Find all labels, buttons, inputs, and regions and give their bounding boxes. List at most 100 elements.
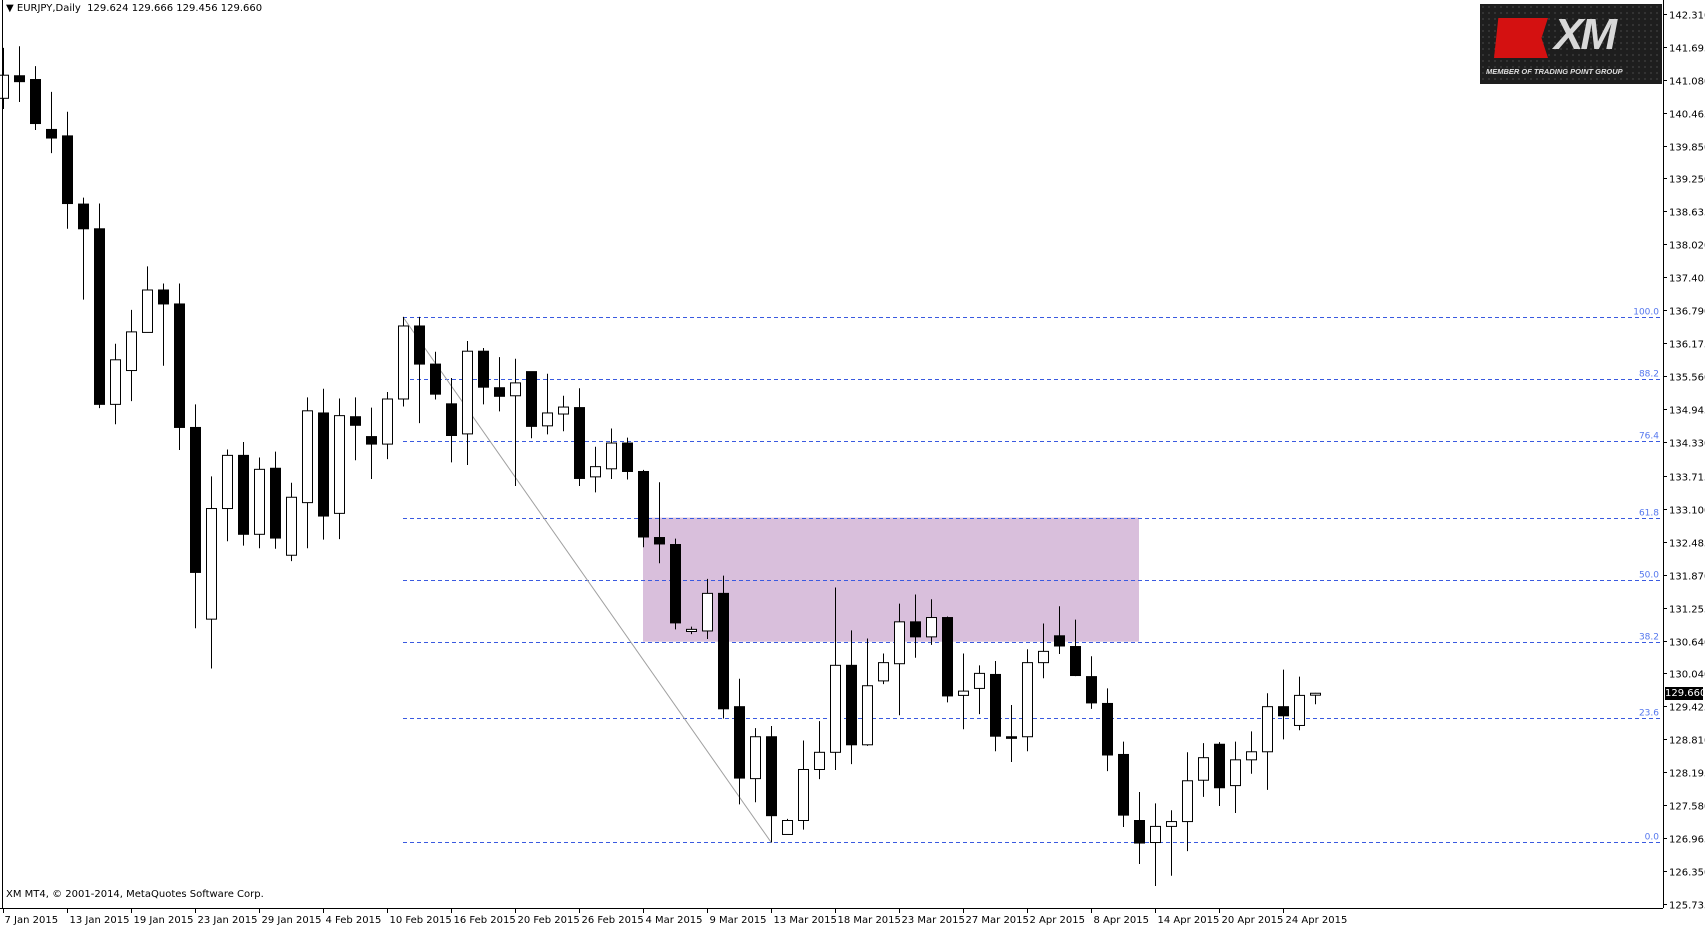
bear-candle-body bbox=[1102, 702, 1113, 756]
candle bbox=[478, 347, 489, 405]
date-tick-label: 9 Mar 2015 bbox=[710, 915, 767, 926]
chart-header: ▼ EURJPY,Daily 129.624 129.666 129.456 1… bbox=[6, 3, 262, 14]
candle bbox=[1038, 623, 1049, 679]
date-tick-label: 16 Feb 2015 bbox=[454, 915, 516, 926]
logo-tagline: MEMBER OF TRADING POINT GROUP bbox=[1486, 67, 1623, 76]
candle bbox=[782, 818, 793, 835]
price-tick-label: 136.790 bbox=[1669, 307, 1705, 318]
candle bbox=[270, 451, 281, 549]
bear-candle-body bbox=[318, 412, 329, 517]
bear-candle-body bbox=[1134, 820, 1145, 844]
dropdown-triangle-icon[interactable]: ▼ bbox=[6, 3, 17, 14]
candle bbox=[702, 578, 713, 640]
fib-level-label: 100.0 bbox=[1633, 308, 1659, 318]
price-tick-label: 141.080 bbox=[1669, 77, 1705, 88]
candle bbox=[862, 638, 873, 746]
candle bbox=[1006, 705, 1017, 762]
candle bbox=[430, 351, 441, 400]
bull-candle-body bbox=[286, 496, 297, 556]
price-tick-label: 139.850 bbox=[1669, 143, 1705, 154]
bear-candle-body bbox=[1086, 676, 1097, 704]
candle bbox=[542, 373, 553, 435]
bear-candle-body bbox=[574, 407, 585, 479]
bull-candle-body bbox=[110, 359, 121, 405]
price-tick-label: 136.175 bbox=[1669, 340, 1705, 351]
xm-logo: XM MEMBER OF TRADING POINT GROUP bbox=[1480, 4, 1662, 84]
candle bbox=[254, 457, 265, 549]
bull-candle-body bbox=[510, 382, 521, 397]
candle bbox=[1102, 688, 1113, 772]
candle bbox=[446, 378, 457, 463]
date-tick-label: 20 Apr 2015 bbox=[1222, 915, 1284, 926]
candle bbox=[1182, 752, 1193, 852]
candle bbox=[126, 309, 137, 402]
copyright: XM MT4, © 2001-2014, MetaQuotes Software… bbox=[6, 889, 264, 900]
candle bbox=[318, 388, 329, 540]
fibonacci-retracement[interactable]: 100.0 88.2 76.4 61.8 50.0 38.2 23.6 0.0 bbox=[403, 308, 1661, 843]
candle bbox=[190, 404, 201, 629]
bull-candle-body bbox=[126, 331, 137, 372]
bear-candle-body bbox=[734, 706, 745, 779]
bear-candle-body bbox=[446, 403, 457, 437]
bull-candle-body bbox=[606, 442, 617, 470]
bull-candle-body bbox=[830, 664, 841, 753]
candle bbox=[1198, 743, 1209, 797]
bear-candle-body bbox=[654, 537, 665, 545]
date-tick-label: 20 Feb 2015 bbox=[518, 915, 580, 926]
bull-candle-body bbox=[382, 398, 393, 445]
bear-candle-body bbox=[622, 442, 633, 472]
fib-level-label: 76.4 bbox=[1639, 432, 1659, 442]
bear-candle-body bbox=[174, 303, 185, 428]
bear-candle-body bbox=[30, 79, 41, 125]
bear-candle-body bbox=[270, 467, 281, 539]
date-tick-label: 19 Jan 2015 bbox=[134, 915, 194, 926]
bull-candle-body bbox=[462, 350, 473, 435]
candle bbox=[878, 653, 889, 685]
candle bbox=[398, 316, 409, 407]
candle bbox=[846, 630, 857, 765]
price-tick-label: 126.965 bbox=[1669, 835, 1705, 846]
price-tick-label: 134.330 bbox=[1669, 439, 1705, 450]
bull-candle-body bbox=[974, 672, 985, 689]
candle bbox=[798, 740, 809, 830]
price-tick-label: 127.580 bbox=[1669, 802, 1705, 813]
ohlc-readout: 129.624 129.666 129.456 129.660 bbox=[87, 3, 263, 14]
bear-candle-body bbox=[1214, 743, 1225, 789]
bull-candle-body bbox=[862, 685, 873, 746]
bull-candle-body bbox=[254, 468, 265, 535]
date-tick-label: 4 Mar 2015 bbox=[646, 915, 703, 926]
bull-candle-body bbox=[1150, 825, 1161, 844]
candle bbox=[1070, 619, 1081, 677]
candle bbox=[1118, 741, 1129, 827]
candle bbox=[206, 476, 217, 669]
bull-candle-body bbox=[926, 617, 937, 638]
fib-level-label: 88.2 bbox=[1639, 370, 1659, 380]
bull-candle-body bbox=[222, 454, 233, 510]
bear-candle-body bbox=[942, 617, 953, 697]
bull-candle-body bbox=[302, 410, 313, 504]
price-tick-label: 141.695 bbox=[1669, 44, 1705, 55]
candle bbox=[526, 371, 537, 439]
candle bbox=[1086, 656, 1097, 709]
current-price-label: 129.660 bbox=[1665, 687, 1705, 700]
candle bbox=[286, 482, 297, 562]
candle bbox=[158, 283, 169, 366]
date-tick-label: 7 Jan 2015 bbox=[5, 915, 59, 926]
candle bbox=[1262, 693, 1273, 790]
candle bbox=[910, 594, 921, 658]
candle bbox=[0, 47, 9, 110]
bear-candle-body bbox=[414, 325, 425, 365]
bull-candle-body bbox=[782, 820, 793, 835]
price-tick-label: 140.465 bbox=[1669, 110, 1705, 121]
bull-candle-body bbox=[542, 412, 553, 427]
candle bbox=[1230, 741, 1241, 813]
price-tick-label: 135.560 bbox=[1669, 373, 1705, 384]
bull-candle-body bbox=[1246, 751, 1257, 761]
candle bbox=[750, 728, 761, 803]
bear-candle-body bbox=[430, 363, 441, 395]
candle bbox=[222, 449, 233, 542]
candle bbox=[606, 428, 617, 480]
candle bbox=[990, 661, 1001, 752]
bull-candle-body bbox=[1310, 692, 1321, 696]
bull-candle-body bbox=[958, 690, 969, 696]
